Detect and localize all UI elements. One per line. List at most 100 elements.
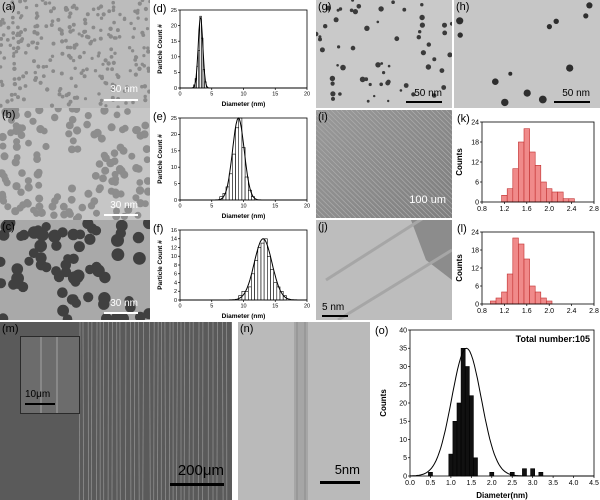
nanoparticle <box>136 179 144 186</box>
nanoparticle <box>135 165 143 173</box>
nanoparticle <box>19 30 23 35</box>
nanoparticle <box>0 169 6 178</box>
x-tick-label: 1.6 <box>522 206 532 213</box>
aligned-line <box>316 124 412 218</box>
nanoparticle <box>420 2 424 7</box>
nanoparticle <box>74 145 82 153</box>
nanoparticle <box>0 65 3 69</box>
aligned-line <box>316 193 342 218</box>
nanoparticle <box>68 11 73 16</box>
nanoparticle <box>143 94 147 99</box>
aligned-line <box>415 110 452 146</box>
nanoparticle <box>59 202 68 211</box>
nanoparticle <box>385 80 391 86</box>
aligned-line <box>316 139 397 218</box>
nanoparticle <box>121 124 129 132</box>
y-tick-label: 35 <box>399 346 407 353</box>
y-tick-label: 15 <box>171 39 177 45</box>
nanoparticle <box>142 200 149 208</box>
nanoparticle <box>78 203 87 212</box>
chart-background <box>150 220 315 320</box>
y-tick-label: 10 <box>171 55 177 61</box>
nanoparticle <box>35 108 44 115</box>
nanoparticle <box>37 208 46 217</box>
nanoparticle <box>74 42 79 47</box>
sem-inset-m: 10μm <box>20 336 80 414</box>
aligned-line <box>330 110 442 218</box>
nanoparticle <box>566 64 574 72</box>
x-tick-label: 20 <box>304 92 310 98</box>
nanoparticle <box>449 21 452 26</box>
histogram-bar <box>460 347 466 477</box>
nanoparticle <box>59 31 64 36</box>
nanoparticle <box>379 82 383 87</box>
y-axis-label: Counts <box>455 148 464 176</box>
histogram-bar <box>260 242 265 301</box>
x-tick-label: 4.5 <box>589 480 599 487</box>
nanoparticle <box>44 64 49 69</box>
nanoparticle <box>0 36 4 41</box>
y-tick-label: 25 <box>171 8 177 14</box>
nanoparticle <box>24 5 29 10</box>
nanoparticle <box>338 92 342 96</box>
histogram-bar <box>522 468 527 477</box>
nanoparticle <box>60 266 72 278</box>
x-tick-label: 20 <box>304 304 310 310</box>
aligned-line <box>360 110 452 200</box>
nanoparticle <box>553 18 559 24</box>
nanoparticle <box>442 30 448 36</box>
x-tick-label: 2.0 <box>544 308 554 315</box>
nanoparticle <box>68 184 76 193</box>
nanoparticle <box>394 36 400 42</box>
nanoparticle <box>366 99 370 103</box>
aligned-line <box>316 197 337 218</box>
panel-label-b: (b) <box>2 109 16 121</box>
nanoparticle <box>141 121 150 130</box>
nanoparticle <box>142 145 150 154</box>
y-tick-label: 12 <box>471 159 479 166</box>
nanoparticle <box>57 27 62 32</box>
nanoparticle <box>323 24 328 29</box>
nanoparticle <box>15 45 21 51</box>
y-tick-label: 0 <box>475 199 479 206</box>
nanoparticle <box>90 56 94 61</box>
nanoparticle <box>24 256 34 266</box>
nanoparticle <box>107 9 112 14</box>
nanoparticle <box>85 264 95 275</box>
nanowire-line <box>221 322 224 500</box>
nanoparticle <box>97 134 106 143</box>
nanoparticle <box>35 31 40 36</box>
panel-label-l: (l) <box>457 223 467 235</box>
nanoparticle <box>403 83 409 88</box>
nanoparticle <box>18 229 30 241</box>
y-tick-label: 24 <box>471 229 479 236</box>
nanoparticle <box>147 89 150 94</box>
tem-image-b: (b) 30 nm <box>0 108 150 220</box>
x-tick-label: 20 <box>304 204 310 210</box>
nanoparticle <box>67 271 81 285</box>
y-tick-label: 0 <box>174 298 177 304</box>
nanoparticle <box>457 32 463 38</box>
panel-label-c: (c) <box>2 221 15 233</box>
nanoparticle <box>39 36 44 40</box>
tem-image-g: (g) 50 nm <box>316 0 452 108</box>
nanoparticle <box>44 24 49 29</box>
x-tick-label: 2.5 <box>507 480 517 487</box>
nanoparticle <box>441 85 447 90</box>
histogram-bar <box>518 141 525 203</box>
nanoparticle <box>103 58 108 63</box>
nanoparticle <box>447 52 452 58</box>
nanoparticle <box>352 9 358 15</box>
nanoparticle <box>143 220 150 230</box>
nanoparticle <box>111 248 125 261</box>
nanoparticle <box>501 98 509 107</box>
nanoparticle <box>51 41 56 46</box>
nanoparticle <box>91 225 102 236</box>
histogram-bar <box>529 151 536 203</box>
tem-image-c: (c) 30 nm <box>0 220 150 320</box>
panel-label-j: (j) <box>318 221 328 233</box>
aligned-line <box>380 110 452 181</box>
nanoparticle <box>132 27 136 31</box>
aligned-line <box>365 110 452 195</box>
panel-label-a: (a) <box>2 1 16 13</box>
